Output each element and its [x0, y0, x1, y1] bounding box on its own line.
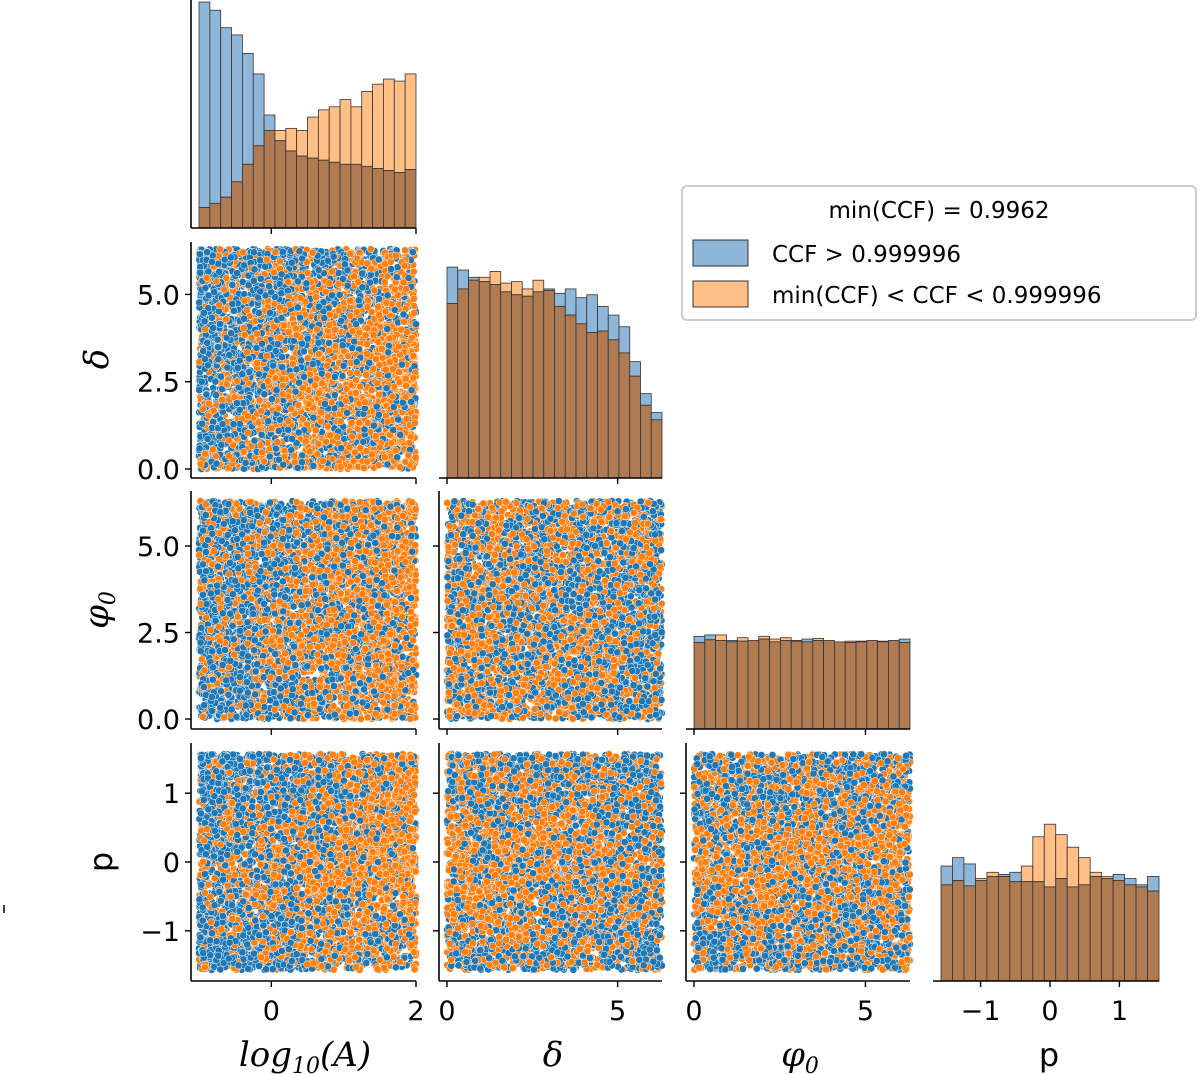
hist-bar-logA-13-overlap: [340, 164, 351, 228]
hist-bar-logA-12-overlap: [329, 162, 340, 228]
hist-bar-logA-1-overlap: [210, 203, 221, 228]
hist-bar-logA-11-overlap: [318, 160, 329, 228]
panel-delta-vs-logA: 0.02.55.0: [137, 242, 420, 486]
hist-bar-logA-2-top: [221, 28, 232, 198]
hist-bar-logA-6-top: [264, 115, 275, 130]
hist-bar-logA-13-top: [340, 100, 351, 165]
hist-bar-logA-17-top: [383, 79, 394, 170]
hist-bar-logA-16-top: [373, 84, 384, 168]
hist-bar-logA-5-top: [253, 74, 264, 146]
hist-bar-logA-14-overlap: [351, 164, 362, 228]
hist-bar-logA-19-top: [405, 74, 416, 170]
hist-bar-logA-12-top: [329, 107, 340, 162]
hist-bar-logA-15-top: [362, 91, 373, 166]
hist-bar-logA-16-overlap: [373, 168, 384, 228]
hist-bar-logA-18-overlap: [394, 173, 405, 228]
hist-bar-logA-2-overlap: [221, 197, 232, 228]
hist-bar-logA-1-top: [210, 10, 221, 203]
scatter-points: [195, 246, 419, 473]
hist-bar-logA-11-top: [318, 110, 329, 160]
hist-bar-logA-0-overlap: [199, 207, 210, 228]
hist-bar-logA-10-top: [308, 117, 319, 158]
hist-bar-logA-19-overlap: [405, 169, 416, 228]
hist-bar-logA-3-overlap: [232, 182, 243, 228]
hist-bar-logA-5-overlap: [253, 146, 264, 228]
hist-bar-logA-4-top: [242, 53, 253, 164]
hist-bar-logA-17-overlap: [383, 170, 394, 228]
panel-logA-vs-logA: [191, 0, 416, 234]
hist-bar-logA-14-top: [351, 107, 362, 165]
hist-bar-logA-8-overlap: [286, 151, 297, 228]
hist-bar-logA-18-top: [394, 81, 405, 172]
hist-bar-logA-8-top: [286, 128, 297, 151]
hist-bar-logA-6-overlap: [264, 130, 275, 228]
hist-bar-logA-9-top: [297, 130, 308, 156]
hist-bar-logA-4-overlap: [242, 164, 253, 228]
hist-bar-logA-10-overlap: [308, 158, 319, 228]
pairplot-figure: 0.02.55.00.02.55.00 2−1010 5 0 5 −1 0 1 min(CCF…: [0, 0, 1200, 1074]
hist-bar-logA-9-overlap: [297, 156, 308, 228]
hist-bar-logA-15-overlap: [362, 166, 373, 228]
hist-bar-logA-7-top: [275, 130, 286, 140]
hist-bar-logA-3-top: [232, 35, 243, 182]
hist-bar-logA-7-overlap: [275, 141, 286, 228]
hist-bar-logA-0-top: [199, 2, 210, 207]
